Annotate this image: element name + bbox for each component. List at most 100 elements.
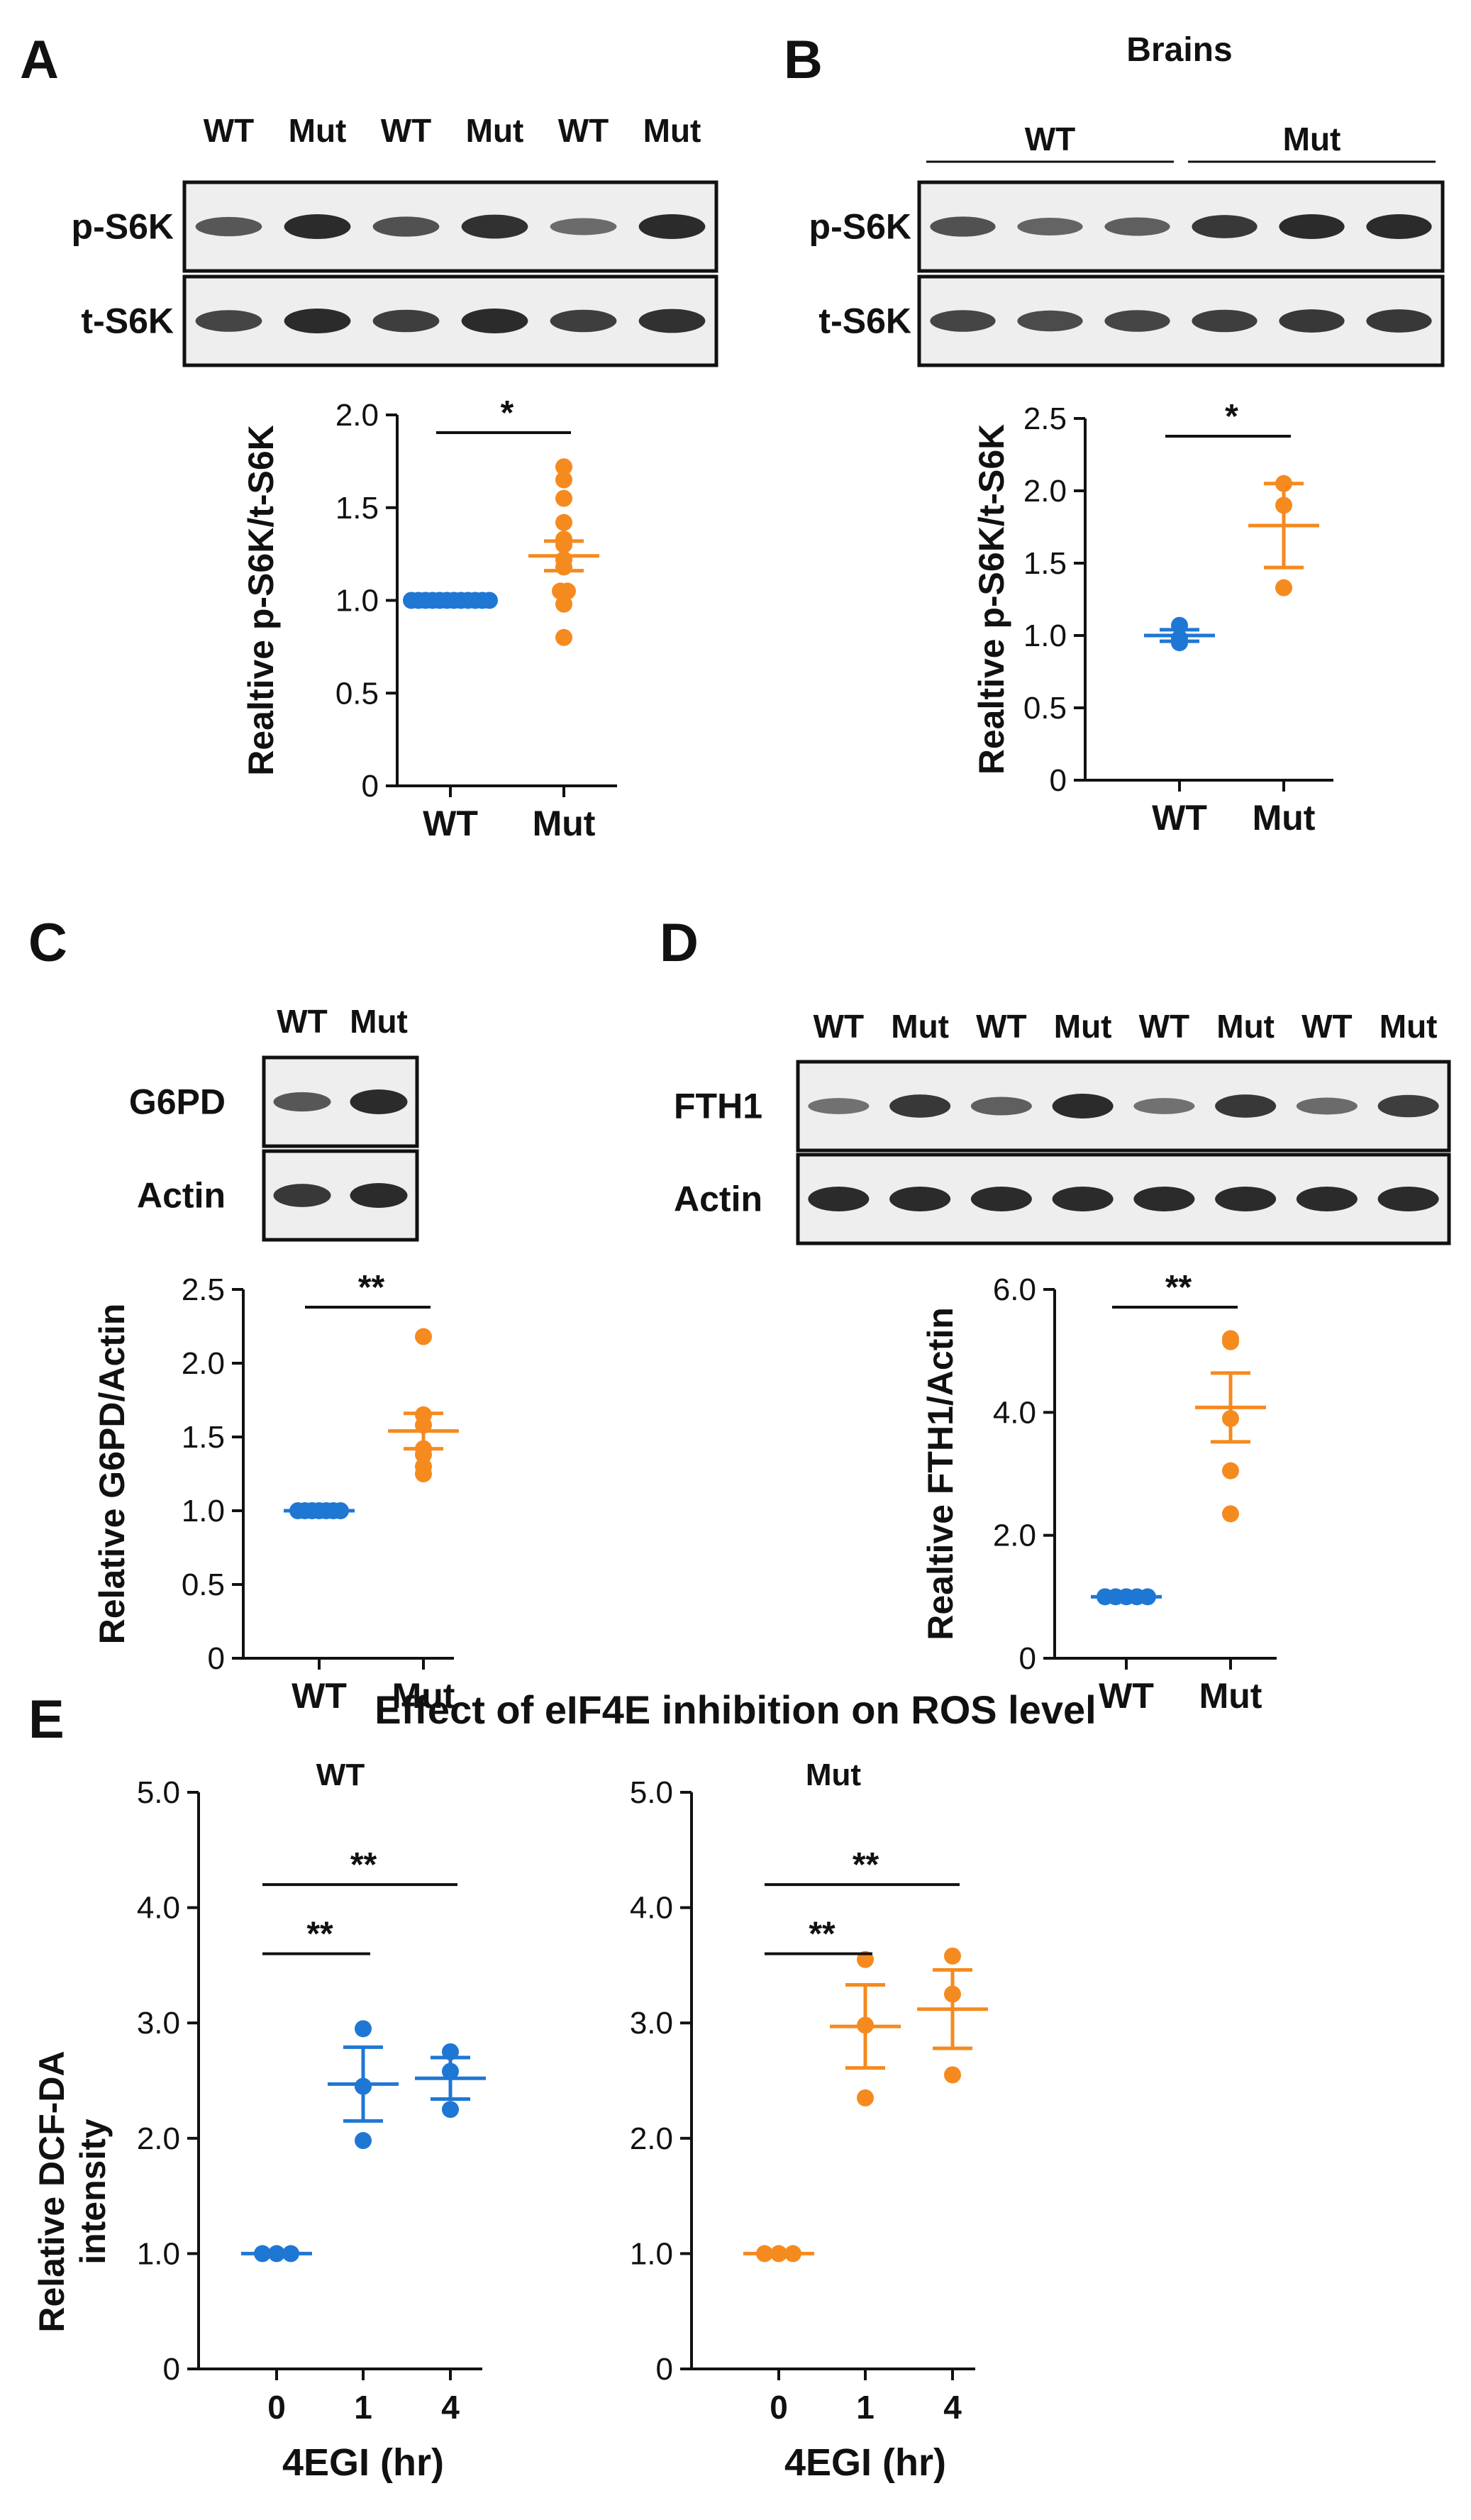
blot-band (889, 1187, 951, 1211)
panel-letter-c: C (28, 913, 67, 973)
blot-band (350, 1183, 408, 1208)
significance-label: * (1225, 398, 1238, 435)
x-tick-label: WT (1099, 1676, 1154, 1716)
panel-e-ylabel-line2: intensity (73, 2119, 113, 2265)
y-tick-label: 2.0 (137, 2121, 180, 2156)
blot-band (970, 1097, 1032, 1116)
blot-c-lane-label: Mut (350, 1003, 408, 1040)
blot-band (461, 214, 528, 239)
blot-band (550, 309, 617, 333)
data-point (857, 1950, 874, 1968)
y-tick-label: 2.0 (182, 1346, 225, 1381)
x-axis-label: 4EGI (hr) (784, 2441, 946, 2484)
blot-band (1377, 1187, 1439, 1211)
blot-band (1366, 309, 1432, 333)
data-point (555, 628, 572, 646)
y-tick-label: 6.0 (993, 1272, 1036, 1307)
significance-label: ** (1165, 1269, 1192, 1306)
y-tick-label: 1.0 (182, 1494, 225, 1528)
panel-e-ylabel-line1: Relative DCF-DA (32, 2050, 72, 2332)
data-point (481, 592, 498, 609)
blot-band (1192, 309, 1258, 333)
x-tick-label: Mut (1199, 1676, 1262, 1716)
y-tick-label: 1.0 (630, 2236, 673, 2271)
y-tick-label: 4.0 (137, 1891, 180, 1926)
chart-c: 0 0.5 1.0 1.5 2.0 2.5 WT Mut Relative G6PD/Actin… (92, 1269, 459, 1716)
y-tick-label: 1.5 (335, 491, 379, 526)
significance-label: * (501, 394, 514, 432)
blot-a-row-frame (182, 180, 718, 273)
blot-band (372, 309, 440, 333)
blot-band (638, 309, 706, 333)
blot-band (350, 1089, 408, 1114)
y-tick-label: 0 (362, 769, 379, 804)
blot-d-lane-label: WT (814, 1008, 865, 1045)
blot-a-row-frame (182, 274, 718, 367)
blot-a-row-label: t-S6K (81, 301, 174, 341)
blot-band (1017, 310, 1083, 332)
data-point (442, 2101, 459, 2119)
blot-band (1192, 215, 1258, 238)
data-point (559, 582, 576, 600)
y-tick-label: 1.5 (1023, 546, 1067, 581)
blot-band (195, 310, 262, 332)
blot-a-lane-label: WT (204, 112, 255, 149)
y-tick-label: 4.0 (993, 1395, 1036, 1430)
blot-band (889, 1094, 951, 1118)
x-tick-label: 0 (770, 2389, 788, 2426)
y-axis-label: Relative G6PD/Actin (92, 1304, 132, 1645)
y-tick-label: 1.0 (137, 2236, 180, 2271)
blot-band (1133, 1187, 1195, 1211)
y-tick-label: 0 (656, 2352, 673, 2387)
blot-band (273, 1184, 331, 1207)
blot-band (1104, 310, 1170, 332)
y-tick-label: 3.0 (137, 2006, 180, 2041)
blot-a-lane-label: Mut (466, 112, 524, 149)
blot-c-row-label: G6PD (129, 1082, 226, 1122)
blot-band (273, 1092, 331, 1112)
y-tick-label: 5.0 (137, 1775, 180, 1810)
blot-band (930, 216, 996, 237)
data-point (944, 1947, 961, 1965)
blot-d-lane-label: Mut (891, 1008, 949, 1045)
significance-label: ** (853, 1846, 879, 1884)
blot-c-lane-label: WT (277, 1003, 328, 1040)
blot-b-row-frame (917, 180, 1445, 273)
blot-d-lane-label: WT (1301, 1008, 1353, 1045)
x-tick-label: Mut (533, 804, 596, 843)
blot-a-lane-label: Mut (289, 112, 347, 149)
y-tick-label: 0 (1050, 763, 1067, 798)
x-axis-label: 4EGI (hr) (282, 2441, 444, 2484)
blot-band (1279, 309, 1345, 333)
data-point (555, 514, 572, 531)
blot-band (1296, 1187, 1358, 1211)
blot-band (195, 216, 262, 237)
data-point (555, 471, 572, 489)
blot-band (1279, 214, 1345, 239)
data-point (1222, 1462, 1239, 1480)
blot-band (808, 1187, 870, 1211)
chart-title: WT (316, 1758, 365, 1792)
data-point (355, 2020, 372, 2038)
y-tick-label: 0 (1019, 1641, 1036, 1676)
data-point (555, 595, 572, 613)
blot-b-group-label: WT (1025, 121, 1076, 157)
data-point (355, 2132, 372, 2150)
x-tick-label: 4 (943, 2389, 962, 2426)
data-point (415, 1328, 432, 1345)
blot-d-lane-label: Mut (1380, 1008, 1438, 1045)
chart-e-mut: 0 1.0 2.0 3.0 4.0 5.0 0 1 4 Mut 4EGI (hr) ** ** (630, 1758, 988, 2484)
blot-b-row-frame (917, 274, 1445, 367)
blot-band (284, 214, 351, 239)
chart-b: 0 0.5 1.0 1.5 2.0 2.5 WT Mut Realtive p-S6K/t-S6… (972, 398, 1333, 838)
blot-c-row-label: Actin (137, 1176, 226, 1216)
y-tick-label: 2.5 (1023, 401, 1067, 436)
blot-b-row-label: p-S6K (809, 207, 911, 247)
panel-b-title: Brains (1126, 31, 1232, 69)
blot-band (1366, 214, 1432, 239)
blot-band (1133, 1098, 1195, 1114)
blot-d-lane-label: WT (976, 1008, 1027, 1045)
blot-b-group-label: Mut (1283, 121, 1341, 157)
blot-band (372, 216, 440, 237)
